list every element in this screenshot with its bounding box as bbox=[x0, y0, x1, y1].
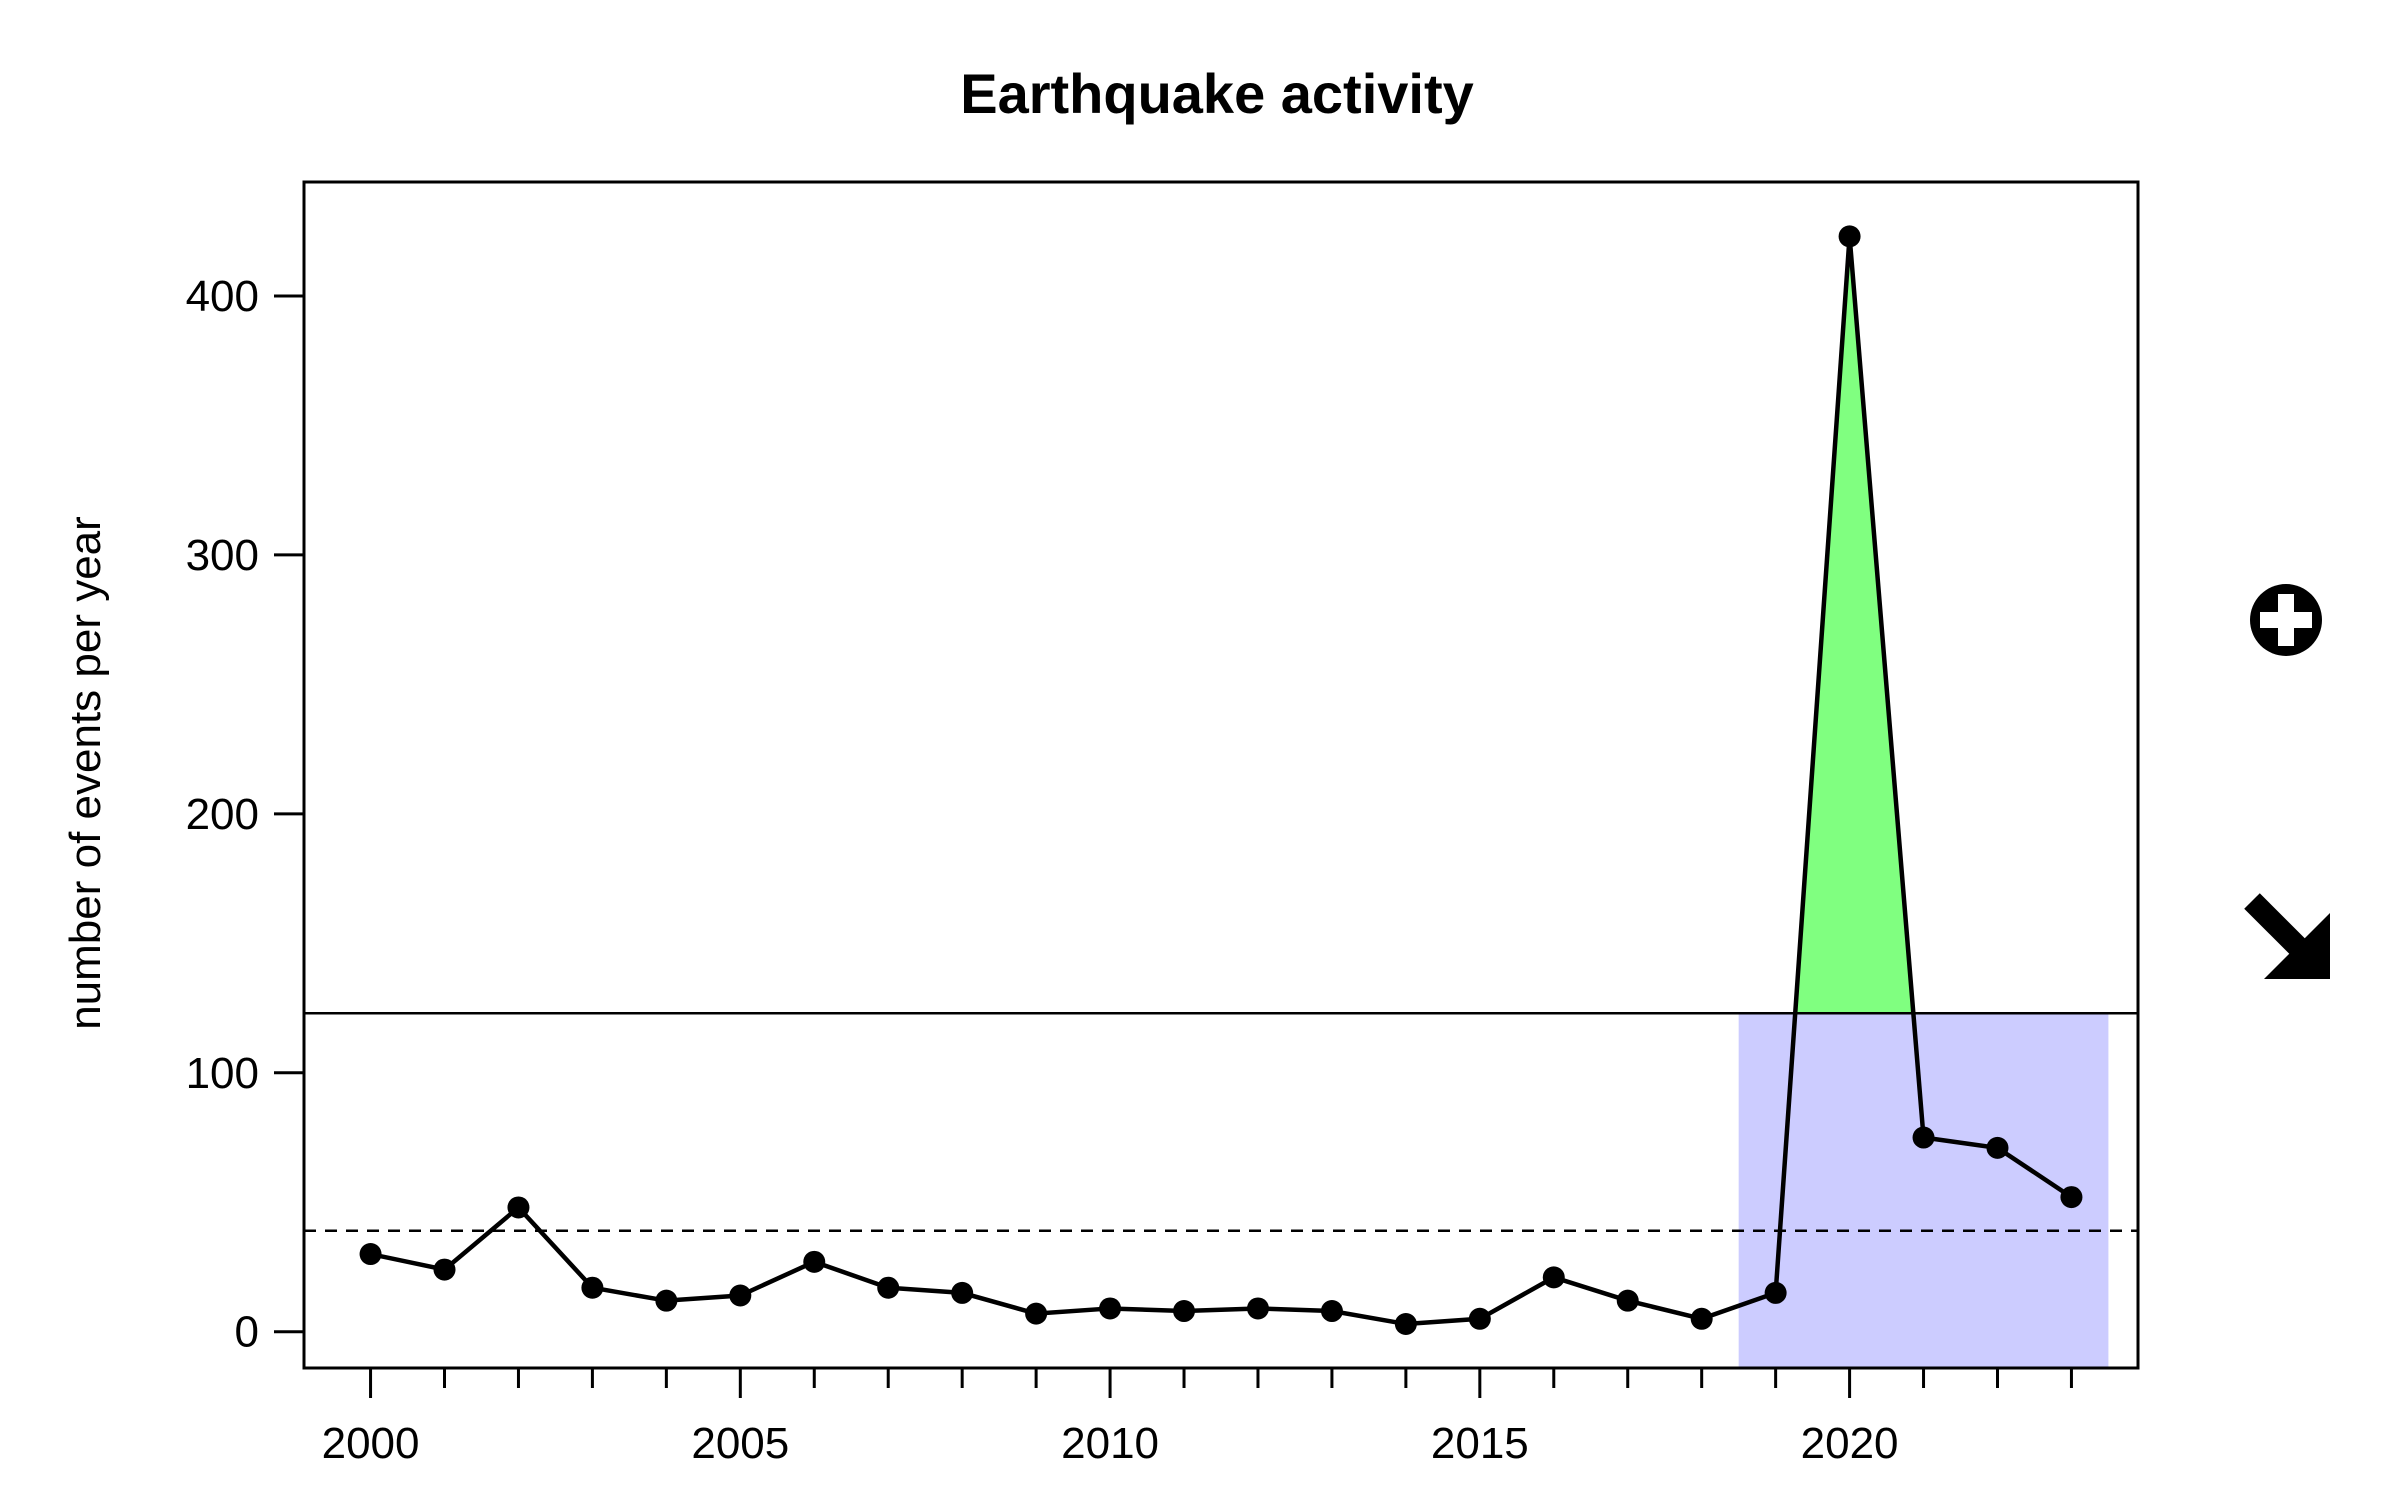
x-tick-label-2020: 2020 bbox=[1801, 1419, 1899, 1468]
data-point-2013 bbox=[1320, 1300, 1343, 1323]
data-point-2022 bbox=[1986, 1136, 2009, 1159]
data-point-2007 bbox=[877, 1276, 900, 1299]
x-tick-label-2015: 2015 bbox=[1431, 1419, 1529, 1468]
y-tick-label-0: 0 bbox=[235, 1308, 259, 1357]
data-point-2023 bbox=[2060, 1186, 2083, 1209]
data-point-2016 bbox=[1542, 1266, 1565, 1289]
exceedance-fill bbox=[1795, 236, 1914, 1014]
x-tick-label-2010: 2010 bbox=[1061, 1419, 1159, 1468]
y-tick-label-200: 200 bbox=[186, 790, 259, 839]
reference-lines-layer bbox=[304, 1011, 2138, 1233]
x-tick-label-2000: 2000 bbox=[322, 1419, 420, 1468]
arrow-down-right-icon bbox=[2244, 893, 2330, 979]
x-tick-label-2005: 2005 bbox=[691, 1419, 789, 1468]
y-tick-label-300: 300 bbox=[186, 531, 259, 580]
data-point-2004 bbox=[655, 1289, 678, 1312]
data-point-2012 bbox=[1246, 1297, 1269, 1320]
data-point-2021 bbox=[1912, 1126, 1935, 1149]
data-point-2015 bbox=[1468, 1307, 1491, 1330]
highlight-region-layer bbox=[1738, 1013, 2109, 1368]
series-line bbox=[370, 236, 2073, 1327]
highlight-region bbox=[1738, 1013, 2109, 1368]
y-axis-label: number of events per year bbox=[61, 516, 110, 1030]
data-point-2003 bbox=[581, 1276, 604, 1299]
data-point-2006 bbox=[803, 1250, 826, 1273]
data-point-2020 bbox=[1838, 225, 1861, 248]
y-tick-label-400: 400 bbox=[186, 272, 259, 321]
circled-plus-icon bbox=[2250, 584, 2322, 656]
data-point-2009 bbox=[1025, 1302, 1048, 1325]
data-point-2019 bbox=[1764, 1281, 1787, 1304]
data-point-2017 bbox=[1616, 1289, 1639, 1312]
series-layer bbox=[359, 225, 2083, 1335]
data-point-2001 bbox=[433, 1258, 456, 1281]
data-point-2005 bbox=[729, 1284, 752, 1307]
plot-frame bbox=[302, 180, 2140, 1370]
data-point-2000 bbox=[359, 1243, 382, 1266]
data-point-2008 bbox=[951, 1281, 974, 1304]
chart-title: Earthquake activity bbox=[960, 62, 1474, 125]
data-point-2002 bbox=[507, 1196, 530, 1219]
data-point-2014 bbox=[1394, 1312, 1417, 1335]
y-tick-label-100: 100 bbox=[186, 1049, 259, 1098]
data-point-2018 bbox=[1690, 1307, 1713, 1330]
exceedance-fill-layer bbox=[1795, 236, 1914, 1014]
data-point-2010 bbox=[1099, 1297, 1122, 1320]
data-point-2011 bbox=[1173, 1300, 1196, 1323]
